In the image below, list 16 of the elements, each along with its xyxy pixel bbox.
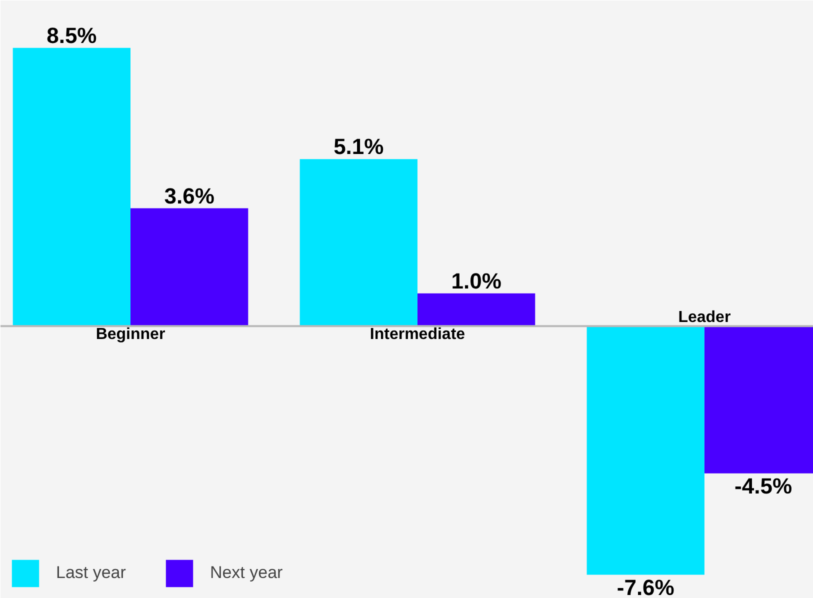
data-label: -4.5% bbox=[734, 473, 792, 498]
x-tick-label: Intermediate bbox=[370, 326, 466, 344]
x-tick-label: Leader bbox=[678, 309, 731, 326]
bar bbox=[417, 293, 536, 326]
legend-label: Next year bbox=[210, 563, 283, 583]
bar bbox=[130, 208, 248, 326]
bar bbox=[300, 159, 418, 326]
data-label: 3.6% bbox=[164, 183, 214, 208]
data-label: 1.0% bbox=[451, 268, 502, 294]
data-label: -7.6% bbox=[616, 574, 674, 598]
bar bbox=[586, 326, 704, 575]
bar bbox=[12, 48, 130, 326]
legend-label: Last year bbox=[56, 563, 126, 583]
data-label: 8.5% bbox=[46, 22, 97, 48]
data-label: 5.1% bbox=[334, 134, 384, 160]
x-tick-label: Beginner bbox=[96, 326, 166, 344]
